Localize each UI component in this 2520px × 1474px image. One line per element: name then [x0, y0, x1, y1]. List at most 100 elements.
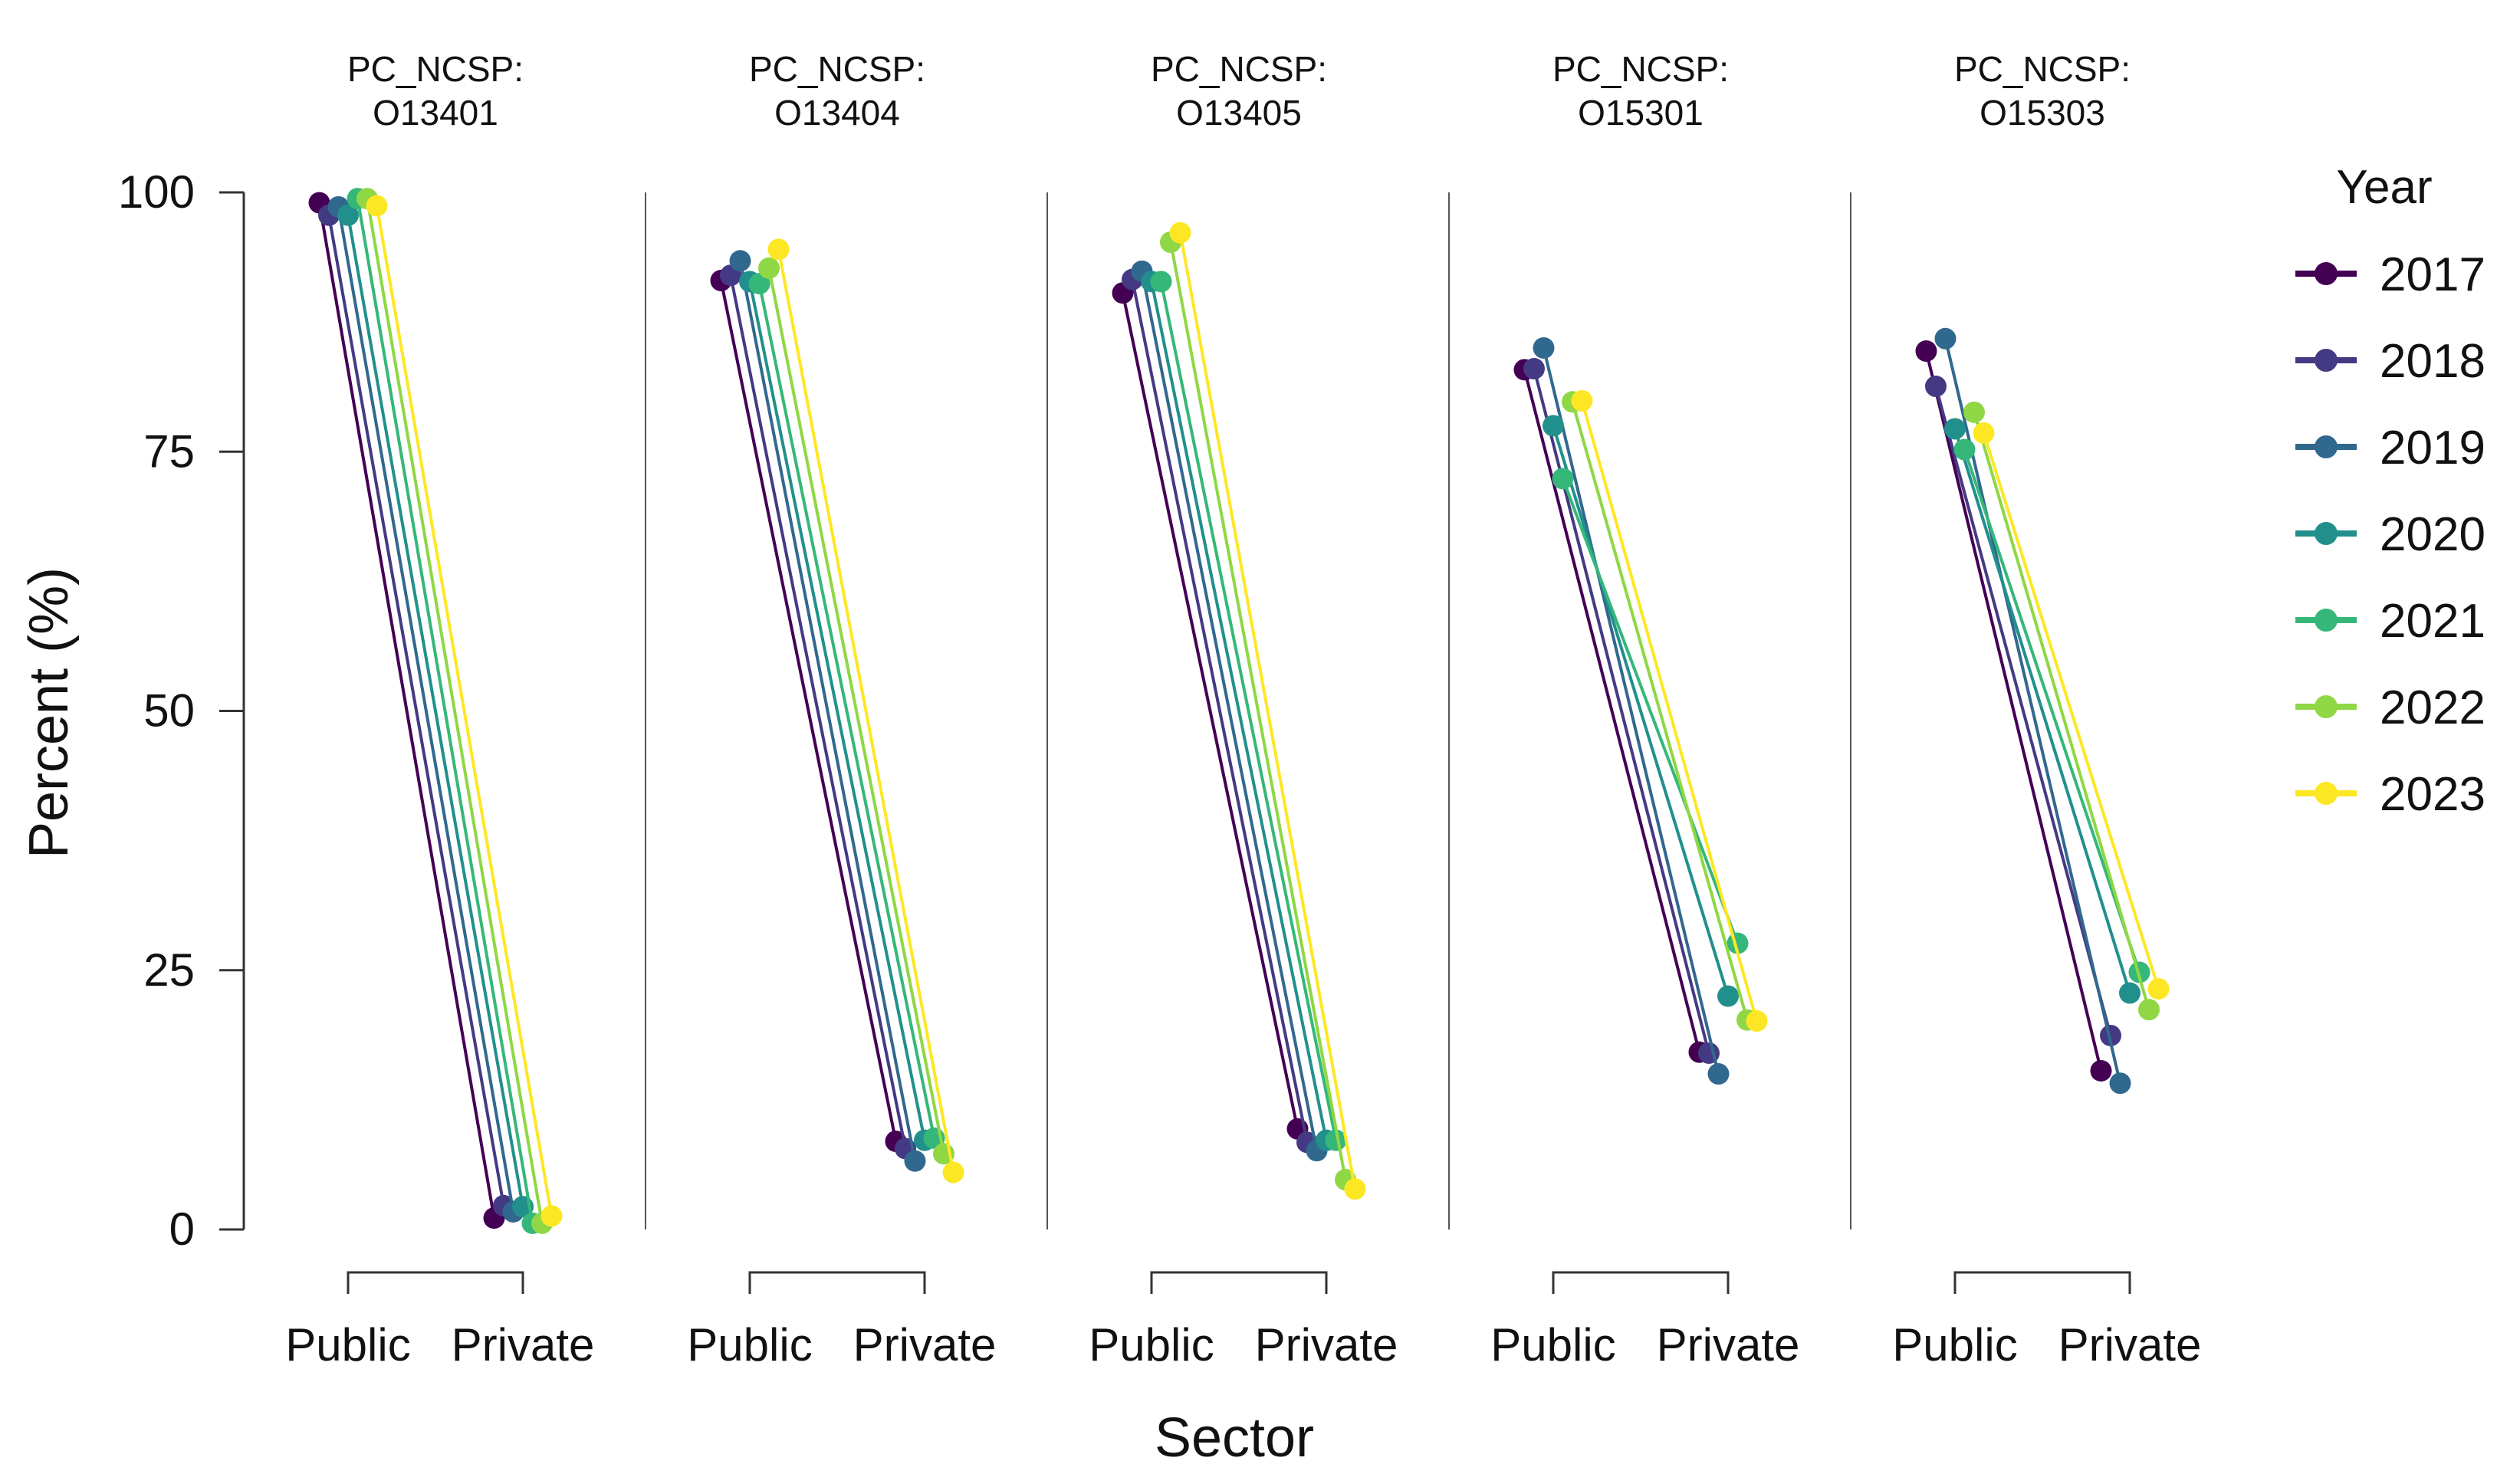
series-line-2022 [767, 268, 945, 1154]
point-private-2023 [540, 1205, 563, 1227]
facet-O13405: PC_NCSP:O13405 Public Private [1046, 49, 1398, 1371]
facet-title-line2: O15303 [1980, 93, 2105, 133]
series-line-2018 [1934, 386, 2112, 1036]
y-tick-label: 50 [143, 685, 195, 737]
series-line-2021 [1159, 281, 1338, 1141]
x-tick-label-public: Public [1089, 1319, 1214, 1371]
facet-O15301: PC_NCSP:O15301 Public Private [1448, 49, 1800, 1371]
legend-entry-2019: 2019 [2295, 422, 2486, 474]
point-public-2019 [1533, 336, 1555, 359]
legend-swatch-point [2315, 522, 2338, 545]
point-private-2021 [1325, 1129, 1347, 1151]
series-line-2023 [1982, 432, 2160, 990]
point-private-2022 [2138, 999, 2160, 1021]
series-line-2021 [757, 283, 936, 1139]
legend-entry-2020: 2020 [2295, 508, 2486, 561]
x-tick-label-private: Private [2058, 1319, 2202, 1371]
point-private-2018 [2100, 1024, 2121, 1046]
legend-swatch-point [2315, 782, 2338, 805]
series-line-2019 [738, 260, 917, 1162]
series-line-2019 [1542, 347, 1720, 1075]
point-public-2023 [1169, 222, 1191, 244]
facet-title-line1: PC_NCSP: [1954, 49, 2131, 89]
point-private-2023 [942, 1161, 964, 1183]
series-line-2019 [1943, 338, 2122, 1084]
series-line-2020 [347, 215, 524, 1207]
point-public-2022 [1963, 401, 1985, 423]
x-tick-label-public: Public [687, 1319, 812, 1371]
point-private-2020 [2119, 982, 2141, 1004]
x-tick-label-public: Public [1892, 1319, 2017, 1371]
x-tick-label-private: Private [853, 1319, 997, 1371]
x-tick-label-private: Private [452, 1319, 595, 1371]
facet-title-line2: O13405 [1176, 93, 1302, 133]
facet-title-line2: O13404 [774, 93, 900, 133]
point-private-2020 [1717, 985, 1739, 1007]
legend-label: 2021 [2380, 595, 2486, 648]
point-private-2019 [904, 1150, 926, 1172]
x-tick-label-private: Private [1657, 1319, 1800, 1371]
series-line-2022 [366, 198, 544, 1224]
legend-label: 2019 [2380, 422, 2486, 474]
point-public-2023 [767, 238, 790, 261]
facet-title-line1: PC_NCSP: [749, 49, 925, 89]
point-public-2021 [1150, 271, 1172, 293]
point-public-2019 [729, 250, 751, 272]
y-tick-label: 75 [143, 425, 195, 477]
y-tick-label: 100 [118, 166, 195, 218]
series-line-2017 [317, 202, 496, 1219]
point-public-2018 [1523, 358, 1545, 380]
series-line-2019 [1140, 271, 1319, 1151]
series-line-2021 [1561, 478, 1740, 944]
legend-label: 2017 [2380, 248, 2486, 301]
series-line-2020 [748, 281, 926, 1141]
series-line-2019 [337, 206, 515, 1213]
legend-entry-2021: 2021 [2295, 595, 2486, 648]
legend-swatch-point [2315, 609, 2338, 632]
facet-title-line2: O15301 [1578, 93, 1704, 133]
series-line-2023 [1178, 232, 1357, 1190]
x-axis-bracket [1150, 1271, 1328, 1294]
series-line-2018 [327, 215, 505, 1206]
facet-O15303: PC_NCSP:O15303 Public Private [1850, 49, 2202, 1371]
y-tick-label: 25 [143, 944, 195, 996]
point-public-2020 [1543, 415, 1564, 437]
series-line-2017 [1523, 369, 1701, 1053]
point-private-2017 [2090, 1059, 2112, 1082]
point-private-2023 [1344, 1178, 1366, 1200]
series-line-2022 [1973, 412, 2150, 1010]
x-axis-bracket [748, 1271, 926, 1294]
series-line-2020 [1552, 425, 1730, 997]
point-public-2023 [366, 195, 388, 217]
point-public-2019 [1934, 327, 1957, 350]
legend-swatch-point [2315, 435, 2338, 458]
series-line-2021 [356, 198, 534, 1224]
point-private-2023 [2147, 978, 2170, 1000]
x-axis-bracket [347, 1271, 524, 1294]
series-line-2017 [1924, 350, 2103, 1072]
series-line-2021 [1963, 448, 2141, 973]
x-axis-title: Sector [1155, 1407, 1314, 1469]
legend-entry-2023: 2023 [2295, 768, 2486, 821]
point-public-2021 [748, 273, 770, 295]
legend: Year 2017 2018 2019 2020 2021 2022 2023 [2295, 161, 2486, 821]
legend-entry-2017: 2017 [2295, 248, 2486, 301]
legend-title: Year [2336, 161, 2432, 214]
x-axis-bracket [1953, 1271, 2131, 1294]
facet-title-line2: O13401 [373, 93, 498, 133]
point-public-2018 [1925, 376, 1947, 398]
series-line-2018 [1131, 279, 1309, 1143]
x-tick-label-public: Public [1490, 1319, 1615, 1371]
point-public-2023 [1973, 422, 1995, 444]
series-line-2020 [1150, 281, 1328, 1141]
x-axis-bracket [1552, 1271, 1730, 1294]
x-tick-label-public: Public [285, 1319, 410, 1371]
y-axis: 0 25 50 75 100 [118, 166, 245, 1255]
series-line-2022 [1169, 241, 1347, 1180]
point-private-2019 [2109, 1072, 2131, 1095]
legend-label: 2022 [2380, 681, 2486, 734]
series-line-2023 [777, 249, 955, 1173]
point-public-2020 [337, 204, 359, 226]
series-line-2023 [375, 205, 554, 1216]
